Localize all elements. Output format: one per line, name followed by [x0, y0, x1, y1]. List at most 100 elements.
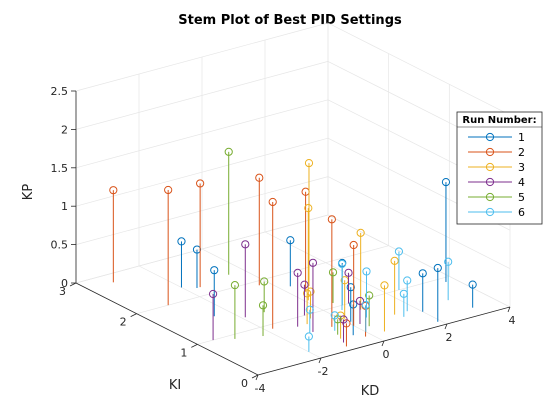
stem-marker [286, 236, 295, 245]
legend-entry-label: 6 [518, 206, 525, 219]
legend-entry-label: 2 [518, 146, 525, 159]
y-tick-mark [251, 374, 259, 379]
z-tick-label: 1.5 [51, 162, 69, 175]
x-axis-label: KD [361, 384, 380, 399]
legend-entry-label: 3 [518, 161, 525, 174]
stem-marker [330, 311, 339, 320]
y-tick-label: 0 [241, 377, 248, 390]
stem-marker [306, 287, 315, 296]
y-tick-mark [69, 282, 77, 287]
legend-swatch-marker [485, 207, 495, 217]
z-tick-label: 1 [61, 200, 68, 213]
y-tick-label: 1 [180, 346, 187, 359]
side-wall-grid-line [327, 22, 511, 116]
x-tick-mark [444, 323, 448, 330]
y-tick-mark [130, 313, 137, 318]
z-tick-label: 0.5 [51, 239, 69, 252]
stem-marker [356, 228, 365, 237]
x-tick-mark [507, 306, 511, 313]
stem-marker [355, 296, 365, 306]
y-tick-label: 3 [59, 285, 66, 298]
x-tick-label: -4 [255, 382, 266, 395]
stem-marker [300, 280, 309, 289]
stem-marker [349, 240, 358, 250]
stem-marker [339, 315, 348, 324]
stem-marker [293, 268, 302, 278]
stem-marker [260, 277, 269, 286]
back-wall-grid-line [75, 22, 329, 92]
stem-marker [327, 215, 336, 224]
y-axis-line [75, 282, 259, 376]
back-wall-grid-line [75, 137, 329, 207]
stem-marker [418, 269, 427, 278]
stem-marker [362, 267, 371, 276]
stem-marker [308, 258, 318, 267]
stem-marker [444, 257, 453, 266]
z-tick-label: 2 [61, 123, 68, 136]
x-tick-label: 2 [446, 331, 453, 344]
floor-grid-line [138, 265, 322, 359]
x-tick-label: -2 [318, 365, 329, 378]
axes-grid [75, 22, 511, 376]
stem-marker [268, 197, 277, 207]
y-tick-label: 2 [120, 316, 127, 329]
z-tick-label: 0 [61, 277, 68, 290]
stem-marker [224, 147, 233, 156]
stem-marker [255, 173, 264, 182]
legend-swatch-marker [485, 147, 495, 157]
legend-swatch-marker [485, 162, 495, 172]
back-wall-grid-line [75, 176, 329, 245]
y-axis-label: KI [169, 378, 181, 393]
floor-grid-line [264, 231, 448, 325]
stem-marker [210, 266, 219, 275]
back-wall-grid-line [75, 61, 329, 130]
stem-marker [241, 240, 250, 249]
stem-marker [403, 276, 412, 285]
chart-title: Stem Plot of Best PID Settings [178, 13, 402, 28]
floor-grid-line [136, 245, 389, 315]
stem-marker [344, 268, 353, 277]
x-tick-mark [318, 357, 322, 364]
stem-marker [196, 179, 205, 188]
stem-marker [346, 283, 355, 292]
back-wall-grid-line [75, 99, 329, 169]
legend-swatch-marker [485, 132, 495, 142]
stem-marker [337, 259, 347, 269]
legend-box [456, 111, 543, 225]
stem-marker [304, 332, 313, 341]
x-tick-mark [381, 340, 385, 347]
x-tick-label: 4 [509, 314, 516, 327]
legend-entry-label: 4 [518, 176, 525, 189]
stem-marker [109, 186, 118, 195]
side-wall-grid-line [327, 176, 511, 269]
floor-grid-line [201, 248, 385, 342]
y-tick-mark [191, 343, 198, 348]
stem-marker [304, 204, 313, 213]
legend-title: Run Number: [462, 115, 536, 126]
z-tick-label: 2.5 [51, 85, 69, 98]
legend-swatch-marker [485, 192, 495, 202]
legend-swatch-marker [485, 177, 495, 187]
stem-marker [208, 289, 218, 299]
stem-marker [305, 305, 314, 314]
legend-entry-label: 5 [518, 191, 525, 204]
stem-marker [328, 268, 338, 277]
stem-marker [361, 300, 370, 310]
z-axis-label: KP [21, 184, 36, 201]
legend[interactable]: Run Number: 1 2 3 4 5 6 [456, 111, 543, 225]
stem-marker [365, 291, 374, 300]
x-tick-label: 0 [383, 348, 390, 361]
x-tick-mark [255, 374, 259, 381]
stem-marks [109, 147, 477, 352]
stem-marker [304, 159, 314, 168]
stem-marker [468, 280, 477, 289]
stem-marker [390, 256, 399, 265]
side-wall-grid-line [327, 214, 511, 308]
stem-marker [164, 185, 173, 195]
stem-marker [441, 178, 451, 187]
back-wall-grid-line [75, 214, 329, 284]
stem-marker [380, 281, 389, 290]
stem-marker [258, 301, 268, 310]
